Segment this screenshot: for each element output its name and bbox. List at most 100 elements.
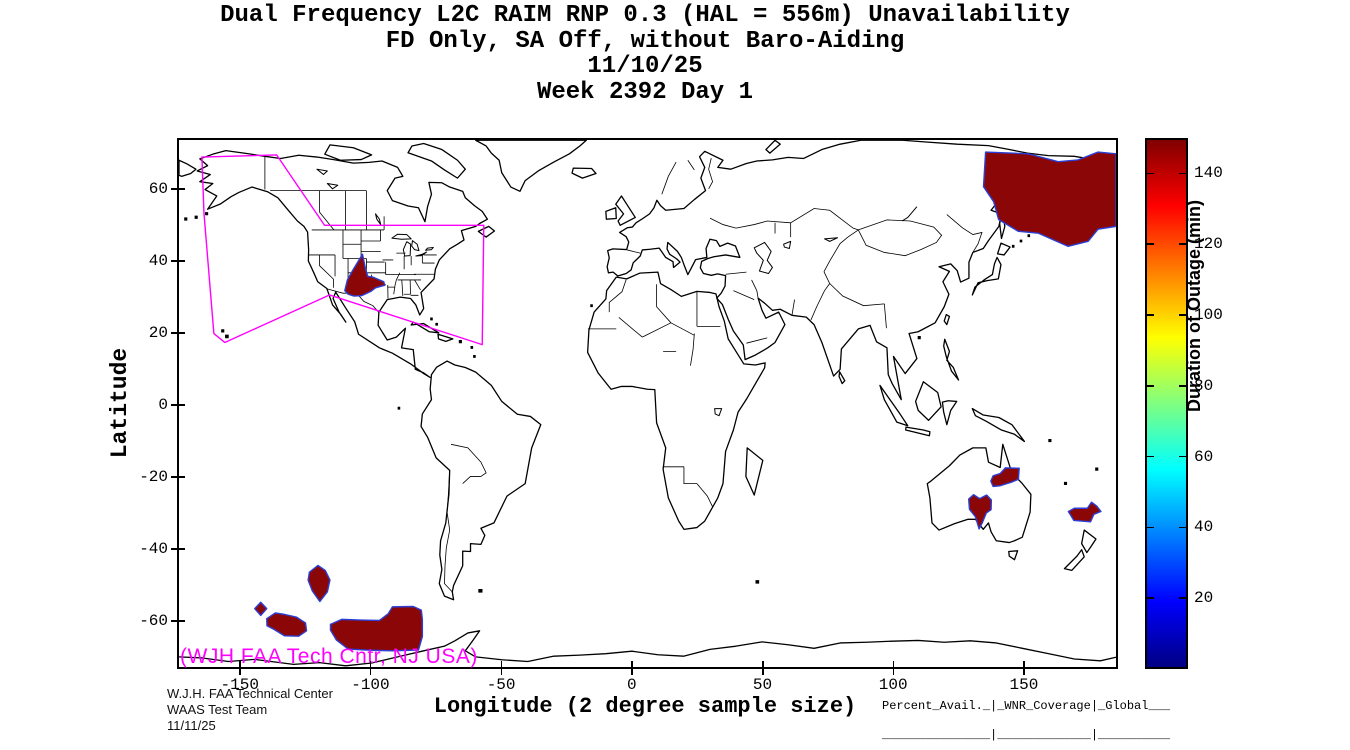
- colorbar-tick-label: 140: [1194, 164, 1223, 183]
- x-tick-mark: [631, 669, 633, 675]
- borders-africa: [588, 280, 720, 507]
- y-tick-label: 0: [158, 396, 168, 414]
- stats-table-separator: _______________|_____________|__________: [882, 727, 1171, 742]
- coastline-antarctica: [179, 631, 1116, 666]
- y-tick-mark: [177, 188, 185, 190]
- borders-eurasia: [627, 158, 982, 343]
- colorbar-tick-mark: [1179, 172, 1186, 175]
- x-tick-label: 0: [627, 676, 637, 694]
- lakes: [317, 169, 917, 416]
- x-tick-mark: [631, 661, 633, 669]
- x-tick-label: 50: [752, 676, 773, 694]
- plot-title-line2: FD Only, SA Off, without Baro-Aiding: [385, 28, 905, 55]
- y-tick-label: -60: [139, 612, 168, 630]
- outage-region-north-of-new-zealand: [1068, 502, 1101, 522]
- coastline-australia: [927, 444, 1031, 542]
- colorbar-tick-mark: [1179, 597, 1186, 599]
- y-tick-mark: [177, 620, 185, 622]
- x-tick-label: -50: [486, 676, 516, 694]
- map-annotation-note: (WJH FAA Tech Cntr, NJ USA): [180, 645, 478, 668]
- x-tick-label: 100: [878, 676, 908, 694]
- outage-region-south-pacific-large: [330, 607, 422, 651]
- credit-line3: 11/11/25: [167, 718, 216, 733]
- colorbar-tick-label: 100: [1194, 306, 1223, 324]
- x-tick-mark: [500, 669, 503, 675]
- colorbar-tick-mark: [1147, 243, 1154, 245]
- colorbar-tick-mark: [1147, 314, 1154, 316]
- colorbar-tick-label: 60: [1194, 447, 1214, 466]
- map-plot-area: [177, 138, 1118, 669]
- x-tick-mark: [892, 661, 895, 669]
- y-tick-mark: [177, 548, 185, 550]
- colorbar-tick-label: 20: [1194, 589, 1214, 608]
- colorbar-tick-mark: [1147, 597, 1154, 599]
- colorbar-tick-mark: [1147, 455, 1154, 458]
- colorbar-tick-mark: [1179, 314, 1186, 316]
- credits-block: W.J.H. FAA Technical Center WAAS Test Te…: [167, 686, 333, 734]
- colorbar-tick-mark: [1179, 385, 1186, 387]
- coastline-arctic-islands: [325, 143, 466, 178]
- colorbar-tick-label: 40: [1194, 518, 1214, 537]
- outage-region-northeast-asia: [984, 152, 1116, 246]
- y-tick-label: 20: [148, 324, 168, 342]
- outage-region-south-pacific-tall: [308, 565, 330, 601]
- x-tick-mark: [892, 669, 895, 675]
- y-tick-mark: [177, 404, 185, 406]
- colorbar-tick-mark: [1179, 526, 1186, 529]
- coastline-africa: [588, 272, 766, 529]
- coastline-north-america: [197, 151, 487, 378]
- y-tick-mark: [171, 620, 177, 622]
- colorbar: [1145, 138, 1188, 669]
- credit-line1: W.J.H. FAA Technical Center: [167, 686, 333, 701]
- x-tick-mark: [369, 669, 372, 675]
- outage-region-australia-north: [991, 468, 1019, 487]
- island-dots: [184, 212, 1112, 593]
- y-tick-mark: [171, 188, 177, 190]
- plot-title-week: Week 2392 Day 1: [536, 79, 754, 106]
- outage-region-australia-south: [969, 495, 992, 529]
- y-tick-label: 40: [148, 252, 168, 270]
- plot-title-date: 11/10/25: [587, 53, 703, 80]
- x-tick-mark: [1023, 669, 1025, 675]
- y-tick-label: -40: [139, 540, 168, 558]
- borders-south-america: [444, 444, 486, 592]
- y-tick-mark: [171, 332, 177, 334]
- x-tick-mark: [500, 661, 503, 669]
- y-tick-mark: [171, 260, 177, 262]
- x-tick-mark: [762, 661, 764, 669]
- y-tick-mark: [177, 332, 185, 334]
- x-tick-mark: [369, 661, 372, 669]
- x-tick-mark: [239, 669, 241, 675]
- y-tick-mark: [177, 476, 185, 478]
- x-tick-label: -150: [220, 676, 259, 694]
- colorbar-tick-mark: [1147, 526, 1154, 529]
- colorbar-tick-label: 80: [1194, 376, 1214, 395]
- waas-service-boundary: [202, 155, 484, 345]
- x-tick-mark: [239, 661, 241, 669]
- y-tick-mark: [171, 476, 177, 478]
- coastline-greenland: [476, 140, 587, 191]
- credit-line2: WAAS Test Team: [167, 702, 268, 717]
- x-tick-label: 150: [1009, 676, 1039, 694]
- x-tick-mark: [762, 669, 764, 675]
- y-tick-mark: [171, 548, 177, 550]
- world-map: [179, 140, 1116, 667]
- colorbar-tick-mark: [1179, 243, 1186, 245]
- y-tick-label: -20: [139, 468, 168, 486]
- colorbar-tick-mark: [1147, 385, 1154, 387]
- stats-table-header: Percent_Avail._|_WNR_Coverage|_Global___: [882, 699, 1171, 713]
- x-tick-label: -100: [351, 676, 390, 694]
- borders-north-america: [265, 156, 437, 312]
- coastline-islands: [179, 140, 1096, 570]
- coastline-south-america: [421, 361, 541, 600]
- x-tick-mark: [1023, 661, 1025, 669]
- y-tick-mark: [177, 260, 185, 262]
- colorbar-tick-label: 120: [1194, 235, 1223, 254]
- y-tick-label: 60: [148, 180, 168, 198]
- y-tick-mark: [171, 404, 177, 406]
- outage-region-south-pacific-mid: [267, 613, 307, 636]
- outage-region-us-southwest: [345, 254, 385, 296]
- availability-stats-table: Percent_Avail._|_WNR_Coverage|_Global___…: [882, 683, 1170, 750]
- colorbar-tick-mark: [1179, 455, 1186, 458]
